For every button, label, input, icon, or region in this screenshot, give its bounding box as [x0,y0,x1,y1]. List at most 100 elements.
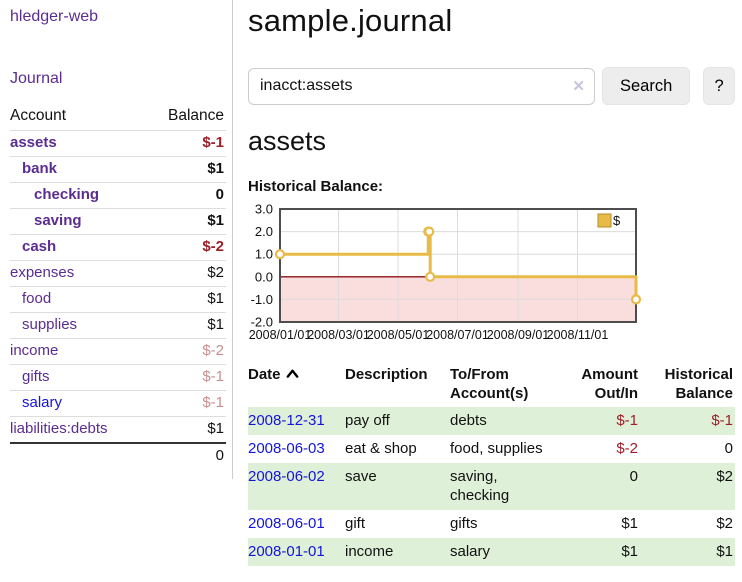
accounts-header-account: Account [10,107,67,124]
transaction-description: save [345,468,377,485]
account-name-cell: food [10,287,145,313]
account-balance: $1 [207,160,224,177]
x-tick-label: 2008/09/01 [487,328,550,342]
transaction-date-cell: 2008-06-02 [248,463,345,510]
legend-swatch-icon [597,213,612,228]
main-content: sample.journal ✕ Search ? assets Histori… [248,0,735,566]
y-tick-label: -1.0 [251,292,273,307]
account-link[interactable]: food [22,290,52,307]
account-name-cell: saving [10,209,145,235]
account-name-cell: liabilities:debts [10,417,145,444]
historical-balance-chart: $3.0 2.0 1.0 0.0 -1.0 -2.02008/01/012008/03/0… [249,202,642,342]
account-name-cell: bank [10,157,145,183]
transaction-amount: 0 [629,468,638,485]
account-link[interactable]: supplies [22,316,78,333]
transaction-accounts: food, supplies [450,440,543,457]
x-tick-label: 2008/05/01 [367,328,430,342]
x-tick-label: 2008/01/01 [249,328,312,342]
account-link[interactable]: expenses [10,264,75,281]
search-input[interactable] [248,67,595,105]
account-link[interactable]: salary [22,394,63,411]
account-balance: $2 [207,264,224,281]
transaction-balance: $-1 [711,412,733,429]
transaction-description: eat & shop [345,440,417,457]
y-tick-label: 1.0 [255,247,273,262]
clear-search-icon[interactable]: ✕ [572,78,585,95]
account-link[interactable]: gifts [22,368,50,385]
transaction-row: 2008-06-03 eat & shop food, supplies $-2… [248,435,735,463]
data-point-marker[interactable] [425,271,436,282]
data-point-marker[interactable] [424,226,435,237]
accounts-total-row: 0 [10,443,226,469]
account-name-cell: assets [10,131,145,157]
account-row: gifts $-1 [10,364,226,391]
transaction-row: 2008-06-01 gift gifts $1 $2 [248,510,735,538]
account-link[interactable]: checking [34,186,100,203]
transaction-amount: $-2 [616,440,638,457]
transaction-accounts: saving, checking [450,468,510,504]
account-name-cell: checking [10,183,145,209]
account-balance: $1 [207,212,224,229]
account-balance: $-1 [202,368,224,385]
account-link[interactable]: bank [22,160,58,177]
account-name-cell: supplies [10,313,145,339]
register-header-tofrom: To/From Account(s) [450,366,529,402]
sidebar-item-journal[interactable]: Journal [10,70,63,87]
account-balance: $-2 [202,342,224,359]
transaction-balance: 0 [724,440,733,457]
accounts-header-balance: Balance [167,107,224,124]
account-row: income $-2 [10,338,226,365]
transaction-accounts: debts [450,412,487,429]
account-link[interactable]: assets [10,134,57,151]
transaction-date-link[interactable]: 2008-01-01 [248,543,325,560]
data-point-marker[interactable] [630,294,642,305]
help-button[interactable]: ? [703,67,735,105]
transaction-description: income [345,543,394,560]
sort-ascending-icon [286,369,298,378]
transaction-balance: $2 [716,468,733,485]
account-name-cell: cash [10,235,145,261]
account-row: expenses $2 [10,260,226,287]
app-brand-link[interactable]: hledger-web [10,8,99,25]
account-row: salary $-1 [10,390,226,417]
account-link[interactable]: cash [22,238,57,255]
transaction-date-cell: 2008-12-31 [248,407,345,435]
transaction-description: pay off [345,412,390,429]
transaction-date-link[interactable]: 2008-06-02 [248,468,325,485]
transaction-date-link[interactable]: 2008-06-01 [248,515,325,532]
transaction-row: 2008-01-01 income salary $1 $1 [248,538,735,566]
account-row: bank $1 [10,156,226,183]
account-balance: $-2 [202,238,224,255]
search-button[interactable]: Search [602,67,691,105]
account-balance: $1 [207,290,224,307]
account-row: cash $-2 [10,234,226,261]
transaction-amount: $-1 [616,412,638,429]
account-row: supplies $1 [10,312,226,339]
account-balance: $1 [207,420,224,437]
register-header-description: Description [345,366,428,383]
transaction-row: 2008-06-02 save saving, checking 0 $2 [248,463,735,510]
account-link[interactable]: liabilities:debts [10,420,108,437]
transaction-balance: $1 [716,543,733,560]
transaction-amount: $1 [621,543,638,560]
register-header-amount: Amount Out/In [581,366,638,402]
transaction-accounts: salary [450,543,491,560]
account-balance: $-1 [202,394,224,411]
transaction-accounts: gifts [450,515,478,532]
account-name-cell: income [10,339,145,365]
register-header-date[interactable]: Date [248,363,345,407]
account-row: food $1 [10,286,226,313]
search-form: ✕ Search ? [248,67,735,105]
transaction-date-link[interactable]: 2008-06-03 [248,440,325,457]
transaction-date-cell: 2008-06-01 [248,510,345,538]
accounts-table: Account Balance assets $-1 bank $1 check… [10,103,226,469]
account-name-cell: salary [10,391,145,417]
account-link[interactable]: saving [34,212,82,229]
account-link[interactable]: income [10,342,59,359]
account-row: liabilities:debts $1 [10,416,226,444]
transaction-date-link[interactable]: 2008-12-31 [248,412,325,429]
register-table: Date Description To/From Account(s) Amou… [248,363,735,566]
transaction-row: 2008-12-31 pay off debts $-1 $-1 [248,407,735,435]
register-header-balance: Historical Balance [664,366,733,402]
data-point-marker[interactable] [274,249,286,260]
